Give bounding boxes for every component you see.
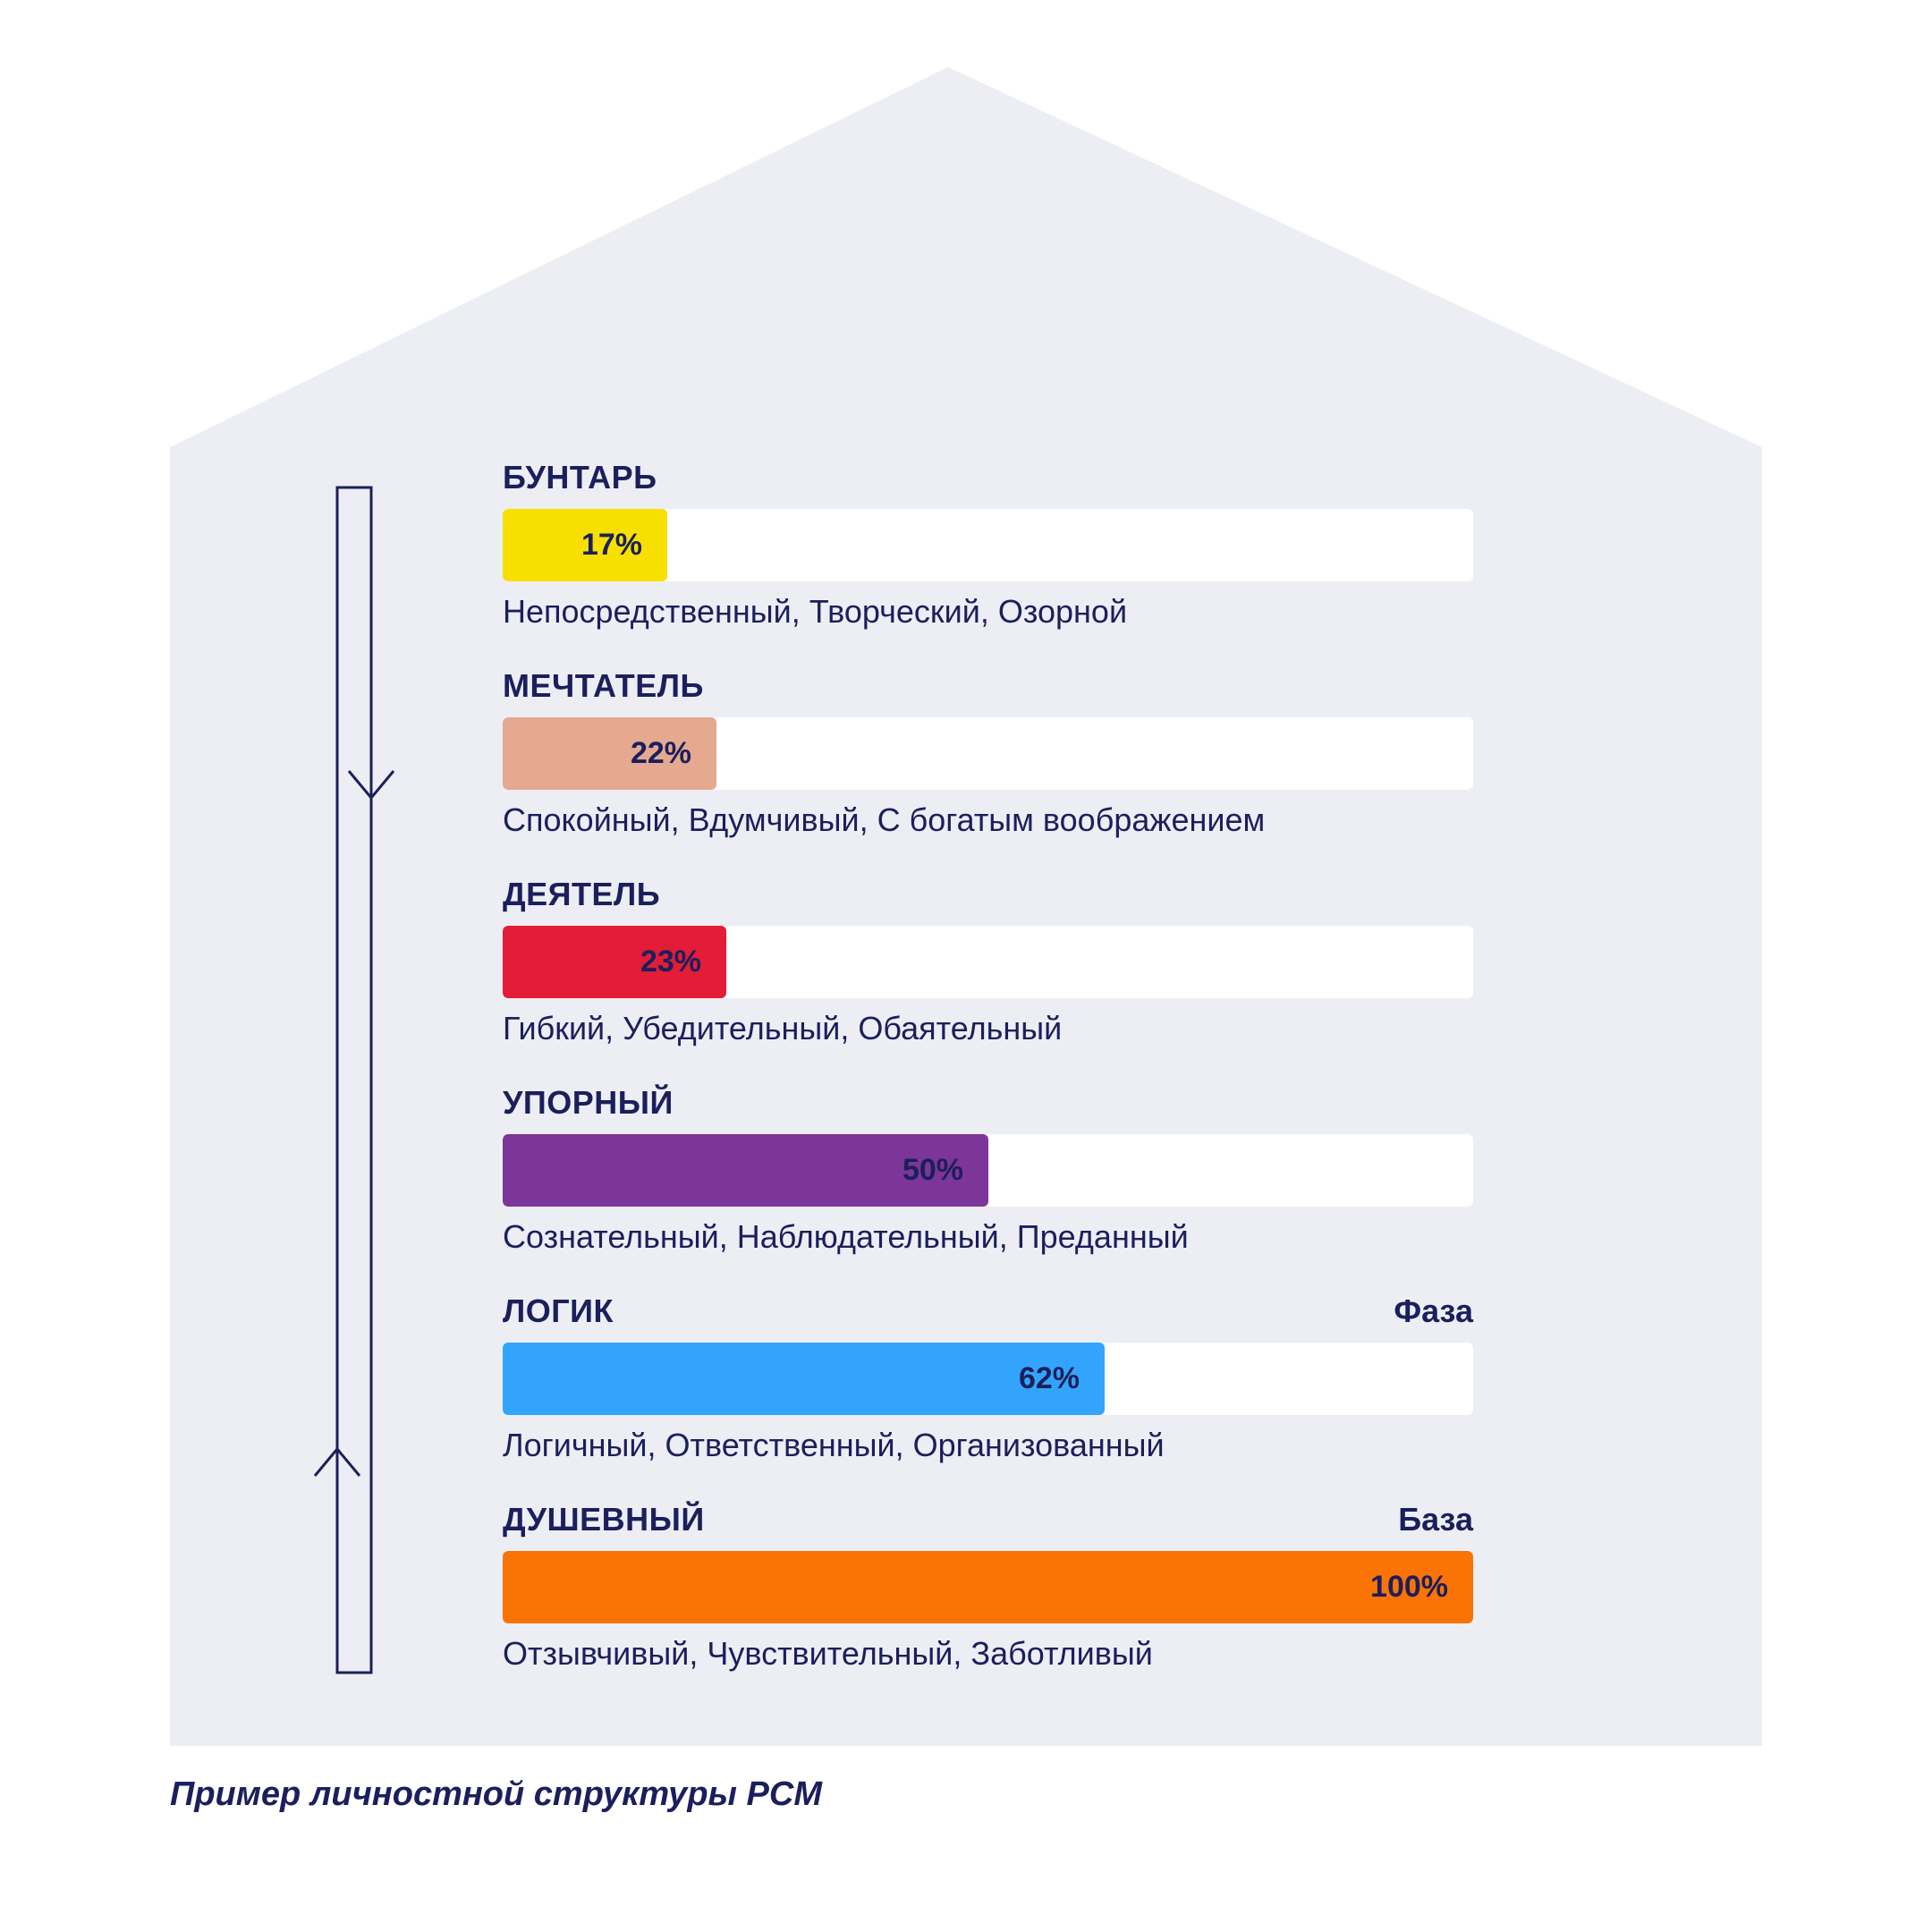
traits-text: Сознательный, Наблюдательный, Преданный <box>503 1218 1189 1255</box>
figure-caption: Пример личностной структуры PCM <box>170 1775 822 1813</box>
value-label: 62% <box>1018 1361 1080 1395</box>
bar-track: 22% <box>503 717 1473 790</box>
bar-fill <box>503 1343 1105 1415</box>
value-label: 17% <box>580 528 642 562</box>
category-label: МЕЧТАТЕЛЬ <box>503 667 704 704</box>
bar-track: 62% <box>503 1343 1473 1415</box>
phase-tag: Фаза <box>1394 1292 1473 1329</box>
traits-text: Спокойный, Вдумчивый, С богатым воображе… <box>503 801 1266 838</box>
traits-text: Логичный, Ответственный, Организованный <box>503 1427 1165 1463</box>
value-label: 23% <box>640 945 701 979</box>
bar-fill <box>503 1134 988 1207</box>
bar-fill <box>503 1551 1473 1623</box>
category-label: ЛОГИК <box>503 1292 614 1329</box>
traits-text: Отзывчивый, Чувствительный, Заботливый <box>503 1635 1153 1672</box>
bar-track: 17% <box>503 509 1473 581</box>
category-label: ДЕЯТЕЛЬ <box>503 876 661 912</box>
bar-fill <box>503 509 667 581</box>
bar-fill <box>503 926 726 998</box>
bar-track: 23% <box>503 926 1473 998</box>
bar-track: 100% <box>503 1551 1473 1623</box>
value-label: 50% <box>902 1153 963 1187</box>
category-label: ДУШЕВНЫЙ <box>503 1501 705 1538</box>
bar-track: 50% <box>503 1134 1473 1207</box>
down-arrow-icon <box>347 770 395 801</box>
up-arrow-icon <box>313 1446 361 1477</box>
house-shape <box>170 67 1762 1746</box>
phase-tag: База <box>1398 1501 1473 1538</box>
traits-text: Гибкий, Убедительный, Обаятельный <box>503 1010 1063 1046</box>
category-label: УПОРНЫЙ <box>503 1084 674 1121</box>
bar-fill <box>503 717 716 790</box>
value-label: 22% <box>630 736 691 770</box>
traits-text: Непосредственный, Творческий, Озорной <box>503 593 1128 630</box>
value-label: 100% <box>1370 1570 1448 1604</box>
elevator-shaft <box>335 486 373 1674</box>
category-label: БУНТАРЬ <box>503 459 657 496</box>
